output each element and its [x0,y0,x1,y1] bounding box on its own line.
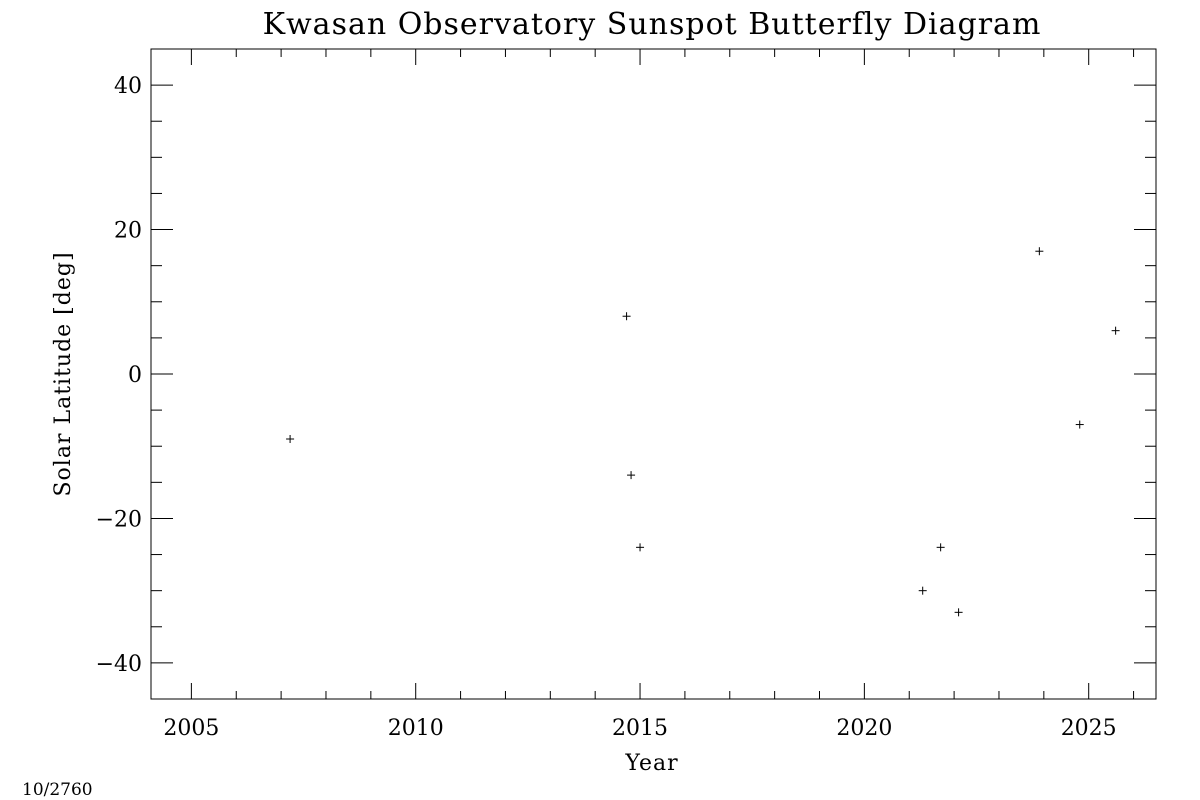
y-tick-label: 40 [114,74,142,99]
data-points [286,247,1120,617]
data-point [622,312,631,321]
plot-frame [150,48,1157,700]
x-tick-label: 2015 [612,716,668,741]
data-point [918,586,927,595]
y-tick-labels: −40 −20 0 20 40 [96,74,142,677]
x-tick-label: 2020 [836,716,892,741]
data-point [286,435,295,443]
record-counter: 10/2760 [22,780,93,800]
y-tick-label: 20 [114,219,142,244]
data-point [636,543,645,552]
y-tick-label: −40 [96,652,142,677]
data-point [1111,326,1120,335]
data-point [936,543,945,552]
y-tick-label: −20 [96,507,142,532]
data-point [1075,420,1084,429]
x-tick-label: 2005 [163,716,219,741]
data-point [1035,247,1044,256]
data-point [954,608,963,617]
y-tick-label: 0 [128,363,142,388]
x-tick-labels: 2005 2010 2015 2020 2025 [163,716,1116,741]
x-tick-label: 2025 [1061,716,1117,741]
chart-title: Kwasan Observatory Sunspot Butterfly Dia… [263,7,1042,42]
axis-ticks [151,48,1156,700]
x-axis-label: Year [624,751,678,776]
y-axis-label: Solar Latitude [deg] [51,251,76,496]
data-point [627,471,636,480]
x-tick-label: 2010 [388,716,444,741]
